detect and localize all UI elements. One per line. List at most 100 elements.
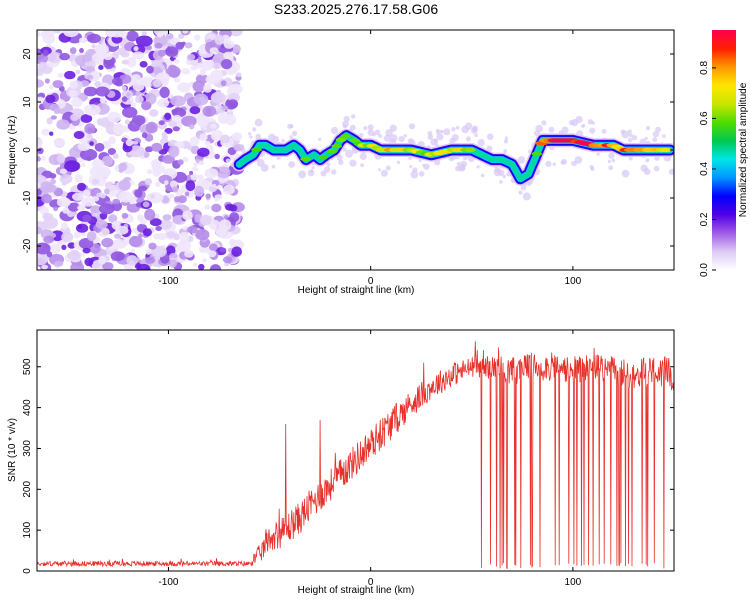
- noise-blob: [186, 226, 198, 234]
- noise-speck: [465, 122, 473, 130]
- noise-blob: [93, 212, 100, 217]
- noise-speck: [410, 170, 419, 179]
- noise-blob: [121, 212, 129, 219]
- noise-speck: [256, 158, 265, 167]
- noise-blob: [107, 148, 116, 155]
- noise-speck: [440, 130, 444, 134]
- noise-blob: [157, 98, 170, 108]
- noise-speck: [407, 138, 414, 144]
- noise-blob: [61, 222, 68, 230]
- noise-blob: [115, 225, 129, 235]
- noise-blob: [172, 215, 184, 225]
- spec-y-tick-label: -10: [22, 190, 33, 205]
- noise-blob: [154, 42, 163, 49]
- noise-speck: [298, 170, 306, 179]
- snr-series-line: [37, 341, 674, 570]
- noise-blob: [184, 191, 190, 197]
- noise-blob: [143, 153, 149, 158]
- noise-speck: [545, 160, 552, 167]
- noise-blob: [49, 173, 57, 179]
- noise-blob: [190, 173, 198, 181]
- noise-speck: [465, 136, 471, 142]
- noise-blob: [220, 80, 227, 87]
- noise-blob: [181, 115, 197, 127]
- noise-blob: [53, 137, 65, 147]
- noise-blob: [130, 102, 137, 107]
- ridge-hotspot: [300, 156, 311, 162]
- noise-blob: [187, 53, 196, 61]
- noise-blob: [194, 185, 205, 197]
- spec-x-tick-label: 0: [368, 276, 374, 287]
- noise-blob: [59, 168, 68, 175]
- noise-blob: [217, 112, 230, 124]
- noise-blob: [168, 259, 178, 268]
- noise-blob: [197, 147, 210, 157]
- noise-blob: [42, 49, 49, 57]
- noise-blob: [203, 83, 213, 93]
- noise-blob: [75, 69, 81, 75]
- noise-blob: [144, 267, 150, 270]
- noise-blob: [54, 260, 64, 267]
- noise-blob: [86, 33, 101, 44]
- spectrogram-x-axis-label: Height of straight line (km): [298, 285, 415, 296]
- noise-speck: [621, 130, 630, 139]
- noise-blob: [132, 51, 145, 60]
- noise-blob: [84, 257, 94, 267]
- noise-blob: [91, 178, 100, 185]
- noise-speck: [363, 126, 368, 131]
- noise-blob: [159, 86, 170, 99]
- noise-blob: [173, 77, 181, 83]
- noise-blob: [231, 132, 243, 141]
- noise-speck: [330, 126, 339, 135]
- noise-blob: [102, 262, 114, 270]
- noise-blob: [56, 154, 66, 164]
- noise-speck: [601, 128, 607, 134]
- noise-speck: [541, 120, 547, 126]
- noise-blob: [77, 204, 86, 211]
- noise-speck: [611, 158, 616, 163]
- snr-x-tick-label: 100: [565, 577, 582, 588]
- noise-blob: [106, 184, 119, 197]
- noise-blob: [210, 69, 224, 81]
- noise-blob: [210, 123, 217, 129]
- colorbar-ticks: 0.0 0.2 0.4 0.6 0.8: [699, 61, 716, 277]
- noise-blob: [107, 111, 122, 123]
- noise-speck: [422, 163, 426, 167]
- noise-blob: [191, 166, 199, 172]
- noise-blob: [158, 174, 173, 185]
- noise-speck: [311, 166, 315, 170]
- noise-blob: [120, 51, 130, 58]
- noise-speck: [287, 123, 293, 129]
- noise-blob: [194, 34, 201, 41]
- noise-speck: [378, 133, 382, 138]
- noise-blob: [91, 196, 100, 202]
- noise-blob: [170, 95, 186, 107]
- noise-speck: [434, 143, 439, 147]
- noise-speck: [520, 184, 527, 191]
- noise-speck: [552, 162, 556, 166]
- noise-blob: [202, 105, 217, 117]
- noise-speck: [307, 169, 315, 177]
- noise-speck: [522, 192, 531, 201]
- noise-blob: [130, 248, 136, 253]
- snr-y-tick-label: 200: [22, 481, 33, 498]
- noise-blob: [167, 141, 174, 147]
- noise-speck: [436, 128, 440, 133]
- noise-blob: [104, 30, 118, 38]
- noise-blob: [172, 126, 180, 132]
- noise-blob: [155, 226, 162, 231]
- noise-blob: [182, 156, 189, 163]
- noise-speck: [640, 164, 648, 172]
- noise-speck: [398, 136, 405, 143]
- noise-blob: [204, 140, 211, 146]
- noise-blob: [89, 141, 94, 146]
- noise-blob: [158, 120, 165, 126]
- noise-blob: [100, 194, 106, 199]
- noise-speck: [288, 161, 296, 168]
- noise-speck: [518, 190, 523, 195]
- noise-blob: [223, 51, 234, 60]
- noise-speck: [331, 169, 337, 175]
- noise-blob: [41, 193, 52, 204]
- noise-blob: [129, 236, 143, 248]
